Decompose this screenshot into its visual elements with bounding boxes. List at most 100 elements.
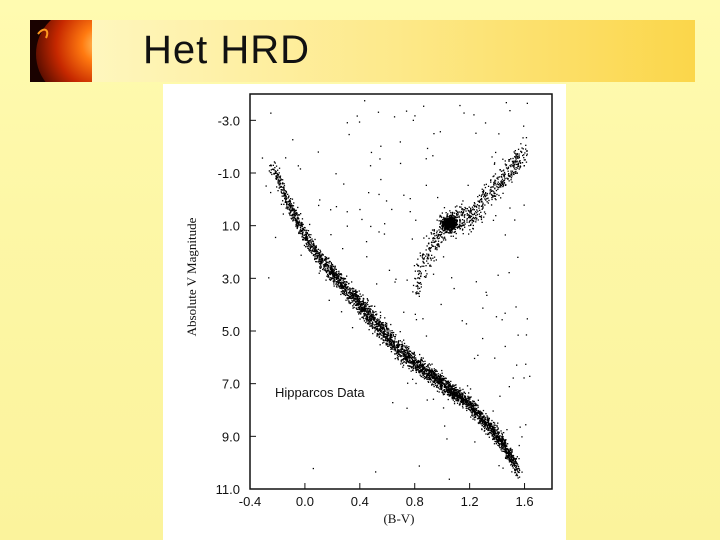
main-sequence-star (409, 350, 411, 352)
main-sequence-star (376, 328, 378, 330)
giant-branch-star (435, 234, 438, 236)
main-sequence-star (412, 369, 414, 372)
giant-branch-star (508, 160, 510, 162)
giant-branch-star (485, 199, 487, 201)
giant-branch-star (428, 255, 430, 257)
main-sequence-star (455, 393, 458, 395)
red-clump-star (459, 223, 461, 226)
main-sequence-star (382, 342, 384, 344)
main-sequence-star (350, 293, 352, 295)
main-sequence-star (397, 351, 399, 354)
main-sequence-star (329, 268, 331, 271)
giant-branch-star (463, 216, 466, 218)
field-star (405, 110, 408, 112)
main-sequence-star (454, 394, 456, 396)
main-sequence-star (340, 287, 342, 289)
main-sequence-star (415, 362, 417, 364)
giant-branch-star (432, 237, 435, 239)
giant-branch-star (461, 208, 464, 210)
giant-branch-star (520, 150, 522, 152)
main-sequence-star (501, 440, 504, 443)
red-clump-star (449, 227, 451, 229)
giant-branch-star (509, 164, 511, 167)
giant-branch-star (502, 185, 504, 187)
main-sequence-star (279, 183, 281, 185)
giant-branch-star (468, 221, 470, 223)
giant-branch-star (429, 249, 431, 251)
main-sequence-star (385, 342, 387, 344)
giant-branch-star (483, 211, 486, 213)
giant-branch-star (466, 217, 468, 220)
main-sequence-star (439, 373, 441, 376)
main-sequence-star (418, 366, 420, 368)
main-sequence-star (412, 366, 414, 368)
main-sequence-star (326, 258, 328, 260)
main-sequence-star (457, 397, 459, 399)
main-sequence-star (370, 317, 372, 319)
main-sequence-star (440, 380, 443, 382)
main-sequence-star (422, 357, 424, 359)
field-star (529, 375, 531, 377)
red-clump-star (443, 220, 445, 222)
giant-branch-star (507, 178, 509, 180)
main-sequence-star (432, 377, 434, 379)
main-sequence-star (323, 266, 325, 268)
giant-branch-star (455, 232, 457, 235)
red-clump-star (442, 223, 444, 225)
giant-branch-star (470, 224, 472, 226)
main-sequence-star (474, 405, 476, 407)
giant-branch-star (451, 230, 453, 232)
main-sequence-star (289, 213, 291, 215)
main-sequence-star (426, 375, 428, 377)
main-sequence-star (333, 281, 335, 283)
giant-branch-star (517, 163, 519, 165)
main-sequence-star (353, 293, 355, 295)
giant-branch-star (476, 212, 478, 214)
main-sequence-star (368, 313, 370, 316)
main-sequence-star (375, 319, 377, 321)
giant-branch-star (508, 173, 510, 175)
field-star (351, 327, 354, 329)
giant-branch-star (505, 167, 508, 169)
main-sequence-star (516, 465, 518, 468)
main-sequence-star (447, 382, 449, 384)
main-sequence-star (392, 345, 394, 347)
main-sequence-star (290, 203, 292, 205)
main-sequence-star (300, 227, 302, 229)
red-clump-star (442, 225, 445, 227)
main-sequence-star (383, 325, 385, 327)
main-sequence-star (426, 375, 429, 377)
main-sequence-star (512, 456, 514, 459)
main-sequence-star (413, 356, 415, 358)
main-sequence-star (276, 177, 278, 179)
main-sequence-star (402, 357, 405, 360)
giant-branch-star (478, 213, 480, 215)
main-sequence-star (325, 265, 327, 267)
main-sequence-star (308, 241, 310, 243)
giant-branch-star (422, 258, 424, 260)
giant-branch-star (519, 160, 521, 162)
main-sequence-star (449, 383, 451, 385)
main-sequence-star (326, 262, 328, 264)
main-sequence-star (302, 227, 304, 229)
main-sequence-star (406, 359, 408, 361)
main-sequence-star (433, 369, 436, 372)
main-sequence-star (430, 379, 433, 381)
field-star (415, 219, 417, 221)
giant-branch-star (509, 175, 511, 177)
main-sequence-star (298, 224, 300, 226)
main-sequence-star (466, 402, 468, 404)
giant-branch-star (423, 265, 425, 267)
main-sequence-star (479, 412, 481, 415)
main-sequence-star (512, 462, 514, 464)
main-sequence-star (279, 177, 281, 179)
main-sequence-star (317, 252, 319, 254)
giant-branch-star (488, 199, 490, 202)
giant-branch-star (486, 201, 488, 203)
main-sequence-star (345, 288, 347, 290)
main-sequence-star (308, 234, 310, 236)
main-sequence-star (388, 340, 390, 342)
giant-branch-star (433, 256, 436, 258)
main-sequence-star (297, 217, 299, 219)
red-clump-star (446, 222, 448, 224)
